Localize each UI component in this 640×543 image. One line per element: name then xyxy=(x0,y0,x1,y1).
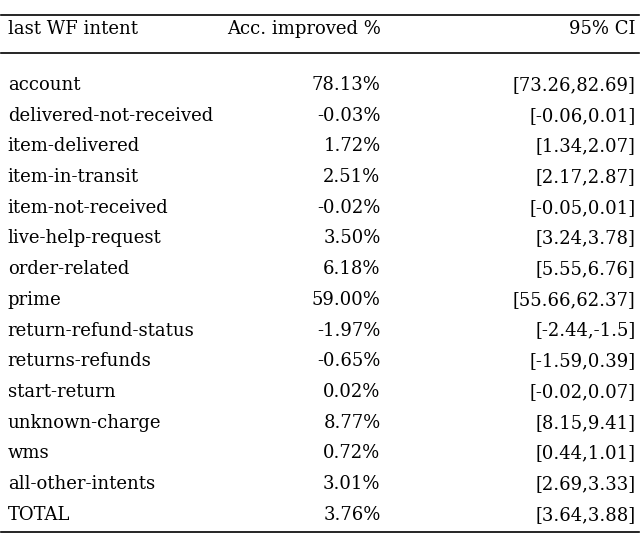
Text: [1.34,2.07]: [1.34,2.07] xyxy=(536,137,636,155)
Text: [3.64,3.88]: [3.64,3.88] xyxy=(535,506,636,524)
Text: unknown-charge: unknown-charge xyxy=(8,414,161,432)
Text: [3.24,3.78]: [3.24,3.78] xyxy=(536,230,636,248)
Text: -0.03%: -0.03% xyxy=(317,106,381,125)
Text: live-help-request: live-help-request xyxy=(8,230,161,248)
Text: [-0.05,0.01]: [-0.05,0.01] xyxy=(529,199,636,217)
Text: [-0.02,0.07]: [-0.02,0.07] xyxy=(529,383,636,401)
Text: 8.77%: 8.77% xyxy=(323,414,381,432)
Text: returns-refunds: returns-refunds xyxy=(8,352,152,370)
Text: 3.76%: 3.76% xyxy=(323,506,381,524)
Text: [5.55,6.76]: [5.55,6.76] xyxy=(536,260,636,278)
Text: [-1.59,0.39]: [-1.59,0.39] xyxy=(529,352,636,370)
Text: [2.17,2.87]: [2.17,2.87] xyxy=(536,168,636,186)
Text: 3.50%: 3.50% xyxy=(323,230,381,248)
Text: [55.66,62.37]: [55.66,62.37] xyxy=(513,291,636,309)
Text: -0.02%: -0.02% xyxy=(317,199,381,217)
Text: 0.02%: 0.02% xyxy=(323,383,381,401)
Text: item-in-transit: item-in-transit xyxy=(8,168,139,186)
Text: [2.69,3.33]: [2.69,3.33] xyxy=(535,475,636,493)
Text: last WF intent: last WF intent xyxy=(8,20,138,39)
Text: 0.72%: 0.72% xyxy=(323,444,381,462)
Text: account: account xyxy=(8,76,80,94)
Text: wms: wms xyxy=(8,444,49,462)
Text: 1.72%: 1.72% xyxy=(323,137,381,155)
Text: 95% CI: 95% CI xyxy=(569,20,636,39)
Text: [8.15,9.41]: [8.15,9.41] xyxy=(536,414,636,432)
Text: item-not-received: item-not-received xyxy=(8,199,168,217)
Text: prime: prime xyxy=(8,291,61,309)
Text: [0.44,1.01]: [0.44,1.01] xyxy=(536,444,636,462)
Text: delivered-not-received: delivered-not-received xyxy=(8,106,213,125)
Text: return-refund-status: return-refund-status xyxy=(8,321,195,339)
Text: item-delivered: item-delivered xyxy=(8,137,140,155)
Text: Acc. improved %: Acc. improved % xyxy=(227,20,381,39)
Text: -0.65%: -0.65% xyxy=(317,352,381,370)
Text: order-related: order-related xyxy=(8,260,129,278)
Text: start-return: start-return xyxy=(8,383,115,401)
Text: TOTAL: TOTAL xyxy=(8,506,70,524)
Text: 78.13%: 78.13% xyxy=(312,76,381,94)
Text: [-0.06,0.01]: [-0.06,0.01] xyxy=(529,106,636,125)
Text: -1.97%: -1.97% xyxy=(317,321,381,339)
Text: [73.26,82.69]: [73.26,82.69] xyxy=(513,76,636,94)
Text: 2.51%: 2.51% xyxy=(323,168,381,186)
Text: all-other-intents: all-other-intents xyxy=(8,475,155,493)
Text: 6.18%: 6.18% xyxy=(323,260,381,278)
Text: [-2.44,-1.5]: [-2.44,-1.5] xyxy=(535,321,636,339)
Text: 3.01%: 3.01% xyxy=(323,475,381,493)
Text: 59.00%: 59.00% xyxy=(312,291,381,309)
